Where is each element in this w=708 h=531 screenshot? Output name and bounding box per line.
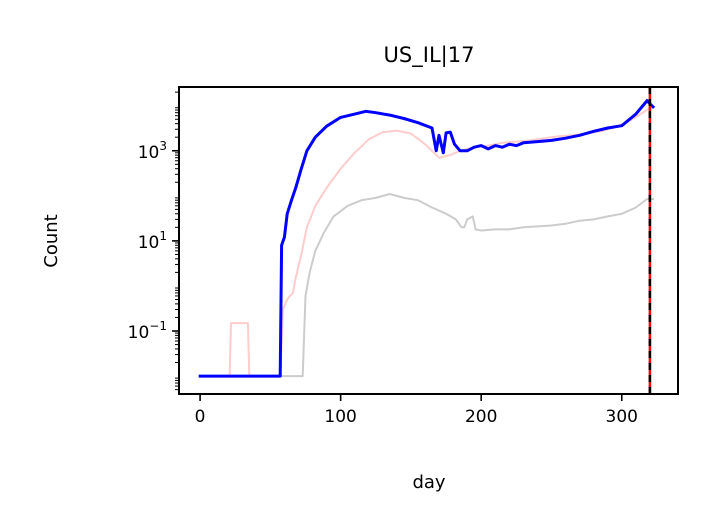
series-line-2	[198, 106, 655, 378]
series-line-3	[198, 99, 656, 378]
plot-area	[198, 87, 656, 394]
y-tick-label-3: 103	[138, 139, 167, 163]
y-axis-label: Count	[41, 214, 62, 267]
plot-frame	[178, 86, 679, 395]
chart-title: US_IL|17	[384, 43, 475, 68]
y-tick-label-1: 10−1	[128, 319, 167, 343]
x-tick-label-3: 200	[465, 407, 497, 427]
x-axis-label: day	[412, 472, 445, 493]
x-tick-label-1: 0	[195, 407, 206, 427]
x-tick-label-4: 300	[606, 407, 638, 427]
x-tick-label-2: 100	[324, 407, 356, 427]
y-tick-label-2: 101	[138, 229, 167, 253]
axis-ticks: 0 100 200 300 10−1 101 103	[128, 91, 638, 427]
series-line-1	[198, 193, 655, 378]
